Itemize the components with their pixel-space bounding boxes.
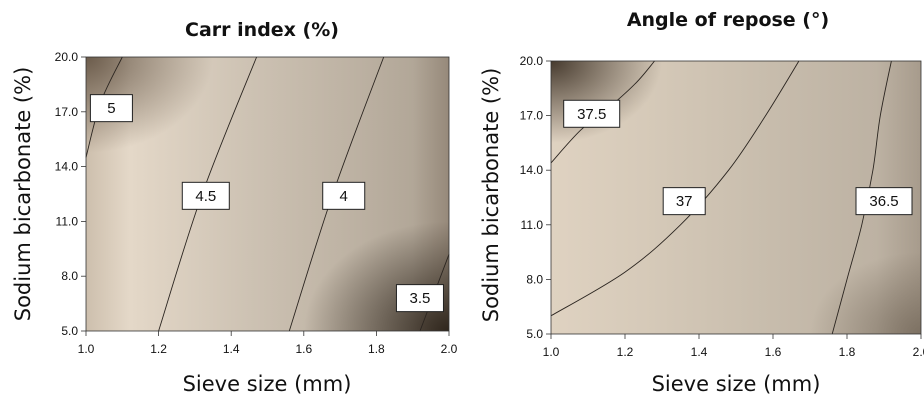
x-tick-label: 1.2: [617, 345, 634, 359]
contour-label-36.5: 36.5: [855, 187, 913, 216]
y-tick-label: 5.0: [61, 324, 78, 338]
x-tick-label: 1.2: [150, 342, 167, 356]
contour-labels: 37.5 37 36.5: [563, 99, 913, 216]
y-axis-label: Sodium bicarbonate (%): [11, 67, 35, 322]
carr-index-panel: Carr index (%) 1.0 1.2 1.4 1.6 1.8 2.0 5.0 8.0…: [11, 19, 458, 396]
x-axis-label: Sieve size (mm): [652, 372, 821, 396]
y-tick-label: 14.0: [520, 163, 544, 177]
x-tick-label: 2.0: [441, 342, 458, 356]
x-tick-label: 1.0: [543, 345, 560, 359]
plot-frame: [85, 56, 450, 332]
x-axis-ticks: 1.0 1.2 1.4 1.6 1.8 2.0: [78, 331, 458, 356]
contour-label-box: [181, 181, 230, 210]
y-tick-label: 17.0: [55, 105, 79, 119]
contour-label-text: 37: [676, 193, 693, 210]
chart-title: Angle of repose (°): [627, 9, 829, 31]
contour-label-text: 4.5: [195, 188, 216, 205]
contour-label-box: [322, 181, 366, 210]
angle-of-repose-panel: Angle of repose (°) 1.0 1.2 1.4 1.6 1.8 2.0 5…: [479, 9, 924, 396]
contour-label-37.5: 37.5: [563, 99, 621, 128]
x-tick-label: 1.8: [839, 345, 856, 359]
contour-labels: 5 4.5 4 3.5: [89, 94, 444, 313]
x-axis-label: Sieve size (mm): [183, 372, 352, 396]
contour-label-4.5: 4.5: [181, 181, 230, 210]
x-tick-label: 2.0: [913, 345, 924, 359]
contour-label-37: 37: [662, 187, 706, 216]
x-axis-ticks: 1.0 1.2 1.4 1.6 1.8 2.0: [543, 334, 924, 359]
contour-label-text: 36.5: [869, 193, 898, 210]
y-tick-label: 20.0: [520, 54, 544, 68]
x-tick-label: 1.4: [223, 342, 240, 356]
contour-label-box: [395, 284, 444, 313]
x-tick-label: 1.4: [691, 345, 708, 359]
plot-frame: [550, 60, 922, 335]
y-axis-label: Sodium bicarbonate (%): [479, 68, 503, 323]
y-tick-label: 8.0: [61, 269, 78, 283]
x-tick-label: 1.6: [765, 345, 782, 359]
contour-label-text: 37.5: [577, 106, 606, 123]
x-tick-label: 1.6: [295, 342, 312, 356]
x-tick-label: 1.8: [368, 342, 385, 356]
plot-shading-bottom-right: [86, 57, 449, 331]
y-tick-label: 11.0: [521, 218, 544, 232]
contour-label-box: [855, 187, 913, 216]
contour-label-box: [662, 187, 706, 216]
y-axis-ticks: 5.0 8.0 11.0 14.0 17.0 20.0: [520, 54, 551, 341]
chart-title: Carr index (%): [185, 19, 339, 41]
contour-label-4: 4: [322, 181, 366, 210]
y-tick-label: 17.0: [520, 109, 544, 123]
contour-label-box: [563, 99, 621, 128]
contour-label-3.5: 3.5: [395, 284, 444, 313]
y-axis-ticks: 5.0 8.0 11.0 14.0 17.0 20.0: [55, 50, 86, 338]
y-tick-label: 8.0: [526, 272, 543, 286]
contour-label-text: 3.5: [410, 290, 431, 307]
y-tick-label: 11.0: [56, 214, 79, 228]
contour-label-text: 4: [340, 188, 348, 205]
contour-label-box: [89, 94, 133, 123]
contour-label-text: 5: [107, 100, 115, 117]
y-tick-label: 20.0: [55, 50, 79, 64]
contour-label-5: 5: [89, 94, 133, 123]
y-tick-label: 14.0: [55, 160, 79, 174]
x-tick-label: 1.0: [78, 342, 95, 356]
y-tick-label: 5.0: [526, 327, 543, 341]
